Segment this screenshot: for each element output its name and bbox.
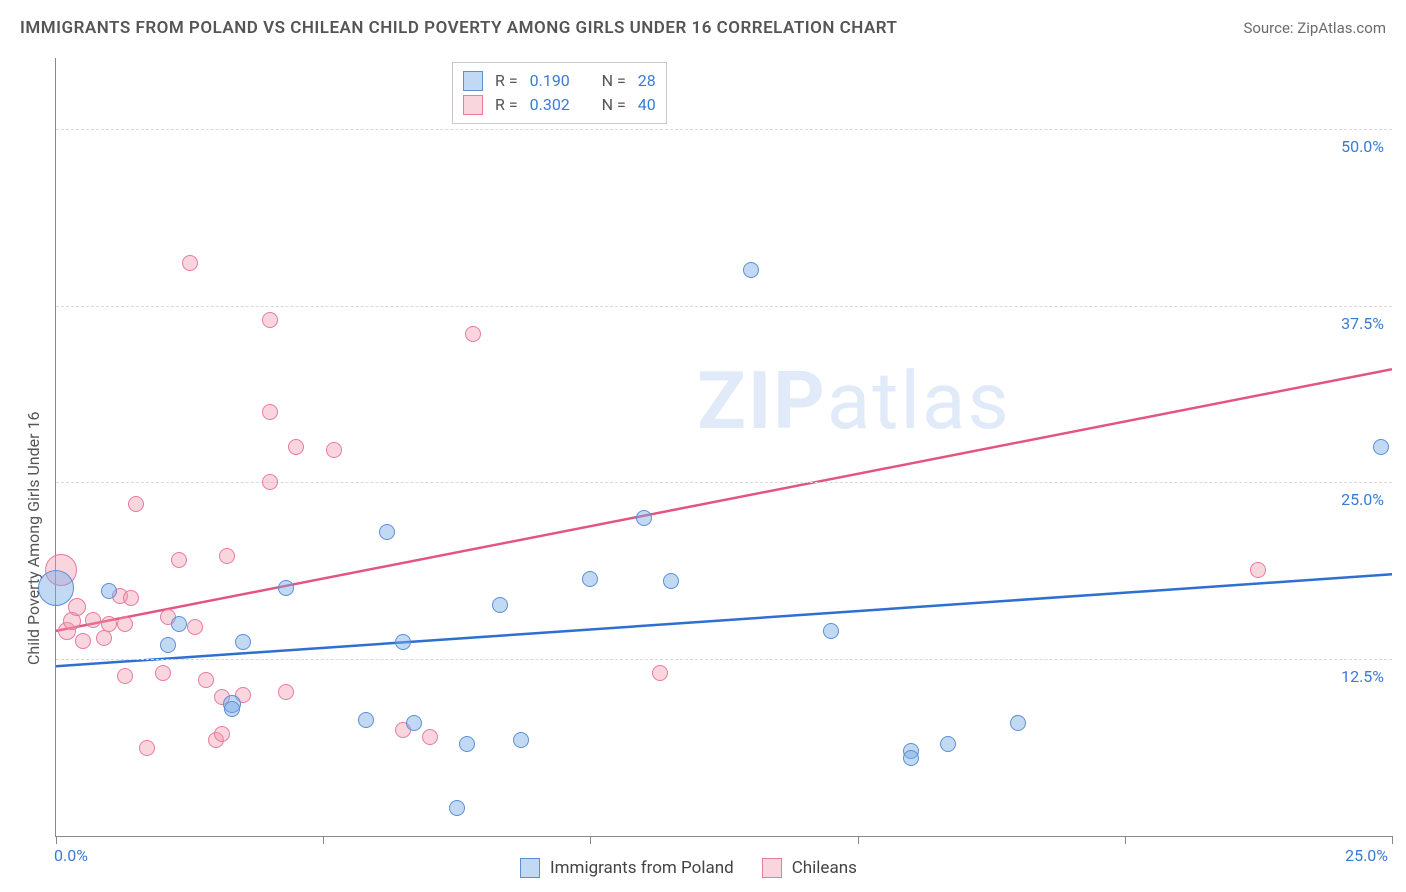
data-point-b [1250, 562, 1266, 578]
data-point-a [38, 570, 74, 606]
x-tick [1125, 836, 1126, 844]
data-point-a [903, 750, 919, 766]
data-point-a [582, 571, 598, 587]
x-tick [858, 836, 859, 844]
gridline [56, 129, 1392, 130]
data-point-b [262, 404, 278, 420]
gridline [56, 659, 1392, 660]
data-point-b [85, 612, 101, 628]
data-point-a [379, 524, 395, 540]
x-tick-label: 25.0% [1345, 846, 1388, 865]
data-point-b [75, 633, 91, 649]
legend-r-value: 0.190 [530, 69, 590, 93]
data-point-a [160, 637, 176, 653]
legend-r-label: R = [495, 93, 518, 117]
x-tick [323, 836, 324, 844]
trend-lines [56, 58, 1392, 836]
data-point-b [101, 616, 117, 632]
header-bar: IMMIGRANTS FROM POLAND VS CHILEAN CHILD … [20, 18, 1386, 38]
data-point-b [182, 255, 198, 271]
legend-item-b: Chileans [762, 858, 857, 878]
data-point-a [940, 736, 956, 752]
y-tick-label: 12.5% [1341, 667, 1384, 686]
data-point-b [214, 726, 230, 742]
data-point-b [422, 729, 438, 745]
data-point-b [117, 616, 133, 632]
y-axis-label: Child Poverty Among Girls Under 16 [24, 411, 43, 665]
data-point-a [358, 712, 374, 728]
data-point-a [101, 583, 117, 599]
source-prefix: Source: [1243, 19, 1297, 37]
trendline-b [56, 369, 1392, 631]
data-point-b [326, 442, 342, 458]
data-point-b [187, 619, 203, 635]
y-tick-label: 37.5% [1341, 314, 1384, 333]
data-point-a [492, 597, 508, 613]
legend-item-label: Chileans [792, 858, 857, 878]
data-point-a [1373, 439, 1389, 455]
legend-item-label: Immigrants from Poland [550, 858, 734, 878]
legend-n-value: 28 [638, 69, 656, 93]
data-point-a [663, 573, 679, 589]
legend-swatch [463, 95, 483, 115]
data-point-a [823, 623, 839, 639]
trendline-a [56, 574, 1392, 666]
legend-item-a: Immigrants from Poland [520, 858, 734, 878]
legend-swatch [520, 858, 540, 878]
data-point-a [513, 732, 529, 748]
legend-correlation: R = 0.190 N = 28 R = 0.302 N = 40 [452, 62, 667, 124]
data-point-b [198, 672, 214, 688]
data-point-b [68, 598, 86, 616]
data-point-a [459, 736, 475, 752]
plot-area: ZIPatlas 12.5%25.0%37.5%50.0%0.0%25.0% [55, 58, 1392, 837]
chart-root: IMMIGRANTS FROM POLAND VS CHILEAN CHILD … [0, 0, 1406, 892]
data-point-b [171, 552, 187, 568]
data-point-a [1010, 715, 1026, 731]
data-point-a [171, 616, 187, 632]
data-point-b [155, 665, 171, 681]
legend-row-b: R = 0.302 N = 40 [463, 93, 656, 117]
data-point-b [278, 684, 294, 700]
data-point-b [117, 668, 133, 684]
watermark: ZIPatlas [697, 354, 1010, 448]
legend-swatch [762, 858, 782, 878]
data-point-a [278, 580, 294, 596]
gridline [56, 482, 1392, 483]
legend-n-label: N = [602, 93, 626, 117]
data-point-b [96, 630, 112, 646]
data-point-b [123, 590, 139, 606]
x-tick [590, 836, 591, 844]
legend-n-value: 40 [638, 93, 656, 117]
data-point-b [128, 496, 144, 512]
legend-swatch [463, 71, 483, 91]
x-tick [56, 836, 57, 844]
data-point-b [219, 548, 235, 564]
source-link[interactable]: ZipAtlas.com [1297, 19, 1386, 37]
data-point-b [652, 665, 668, 681]
source-label: Source: ZipAtlas.com [1243, 19, 1386, 37]
x-tick-label: 0.0% [54, 846, 88, 865]
data-point-a [406, 715, 422, 731]
data-point-a [743, 262, 759, 278]
chart-title: IMMIGRANTS FROM POLAND VS CHILEAN CHILD … [20, 18, 898, 38]
legend-r-label: R = [495, 69, 518, 93]
data-point-a [224, 701, 240, 717]
y-tick-label: 25.0% [1341, 490, 1384, 509]
legend-series: Immigrants from Poland Chileans [520, 858, 857, 878]
legend-r-value: 0.302 [530, 93, 590, 117]
data-point-a [235, 634, 251, 650]
data-point-a [449, 800, 465, 816]
data-point-b [139, 740, 155, 756]
data-point-b [262, 312, 278, 328]
data-point-b [262, 474, 278, 490]
x-tick [1392, 836, 1393, 844]
legend-row-a: R = 0.190 N = 28 [463, 69, 656, 93]
gridline [56, 306, 1392, 307]
data-point-a [395, 634, 411, 650]
data-point-b [288, 439, 304, 455]
data-point-b [465, 326, 481, 342]
y-tick-label: 50.0% [1341, 137, 1384, 156]
data-point-a [636, 510, 652, 526]
legend-n-label: N = [602, 69, 626, 93]
